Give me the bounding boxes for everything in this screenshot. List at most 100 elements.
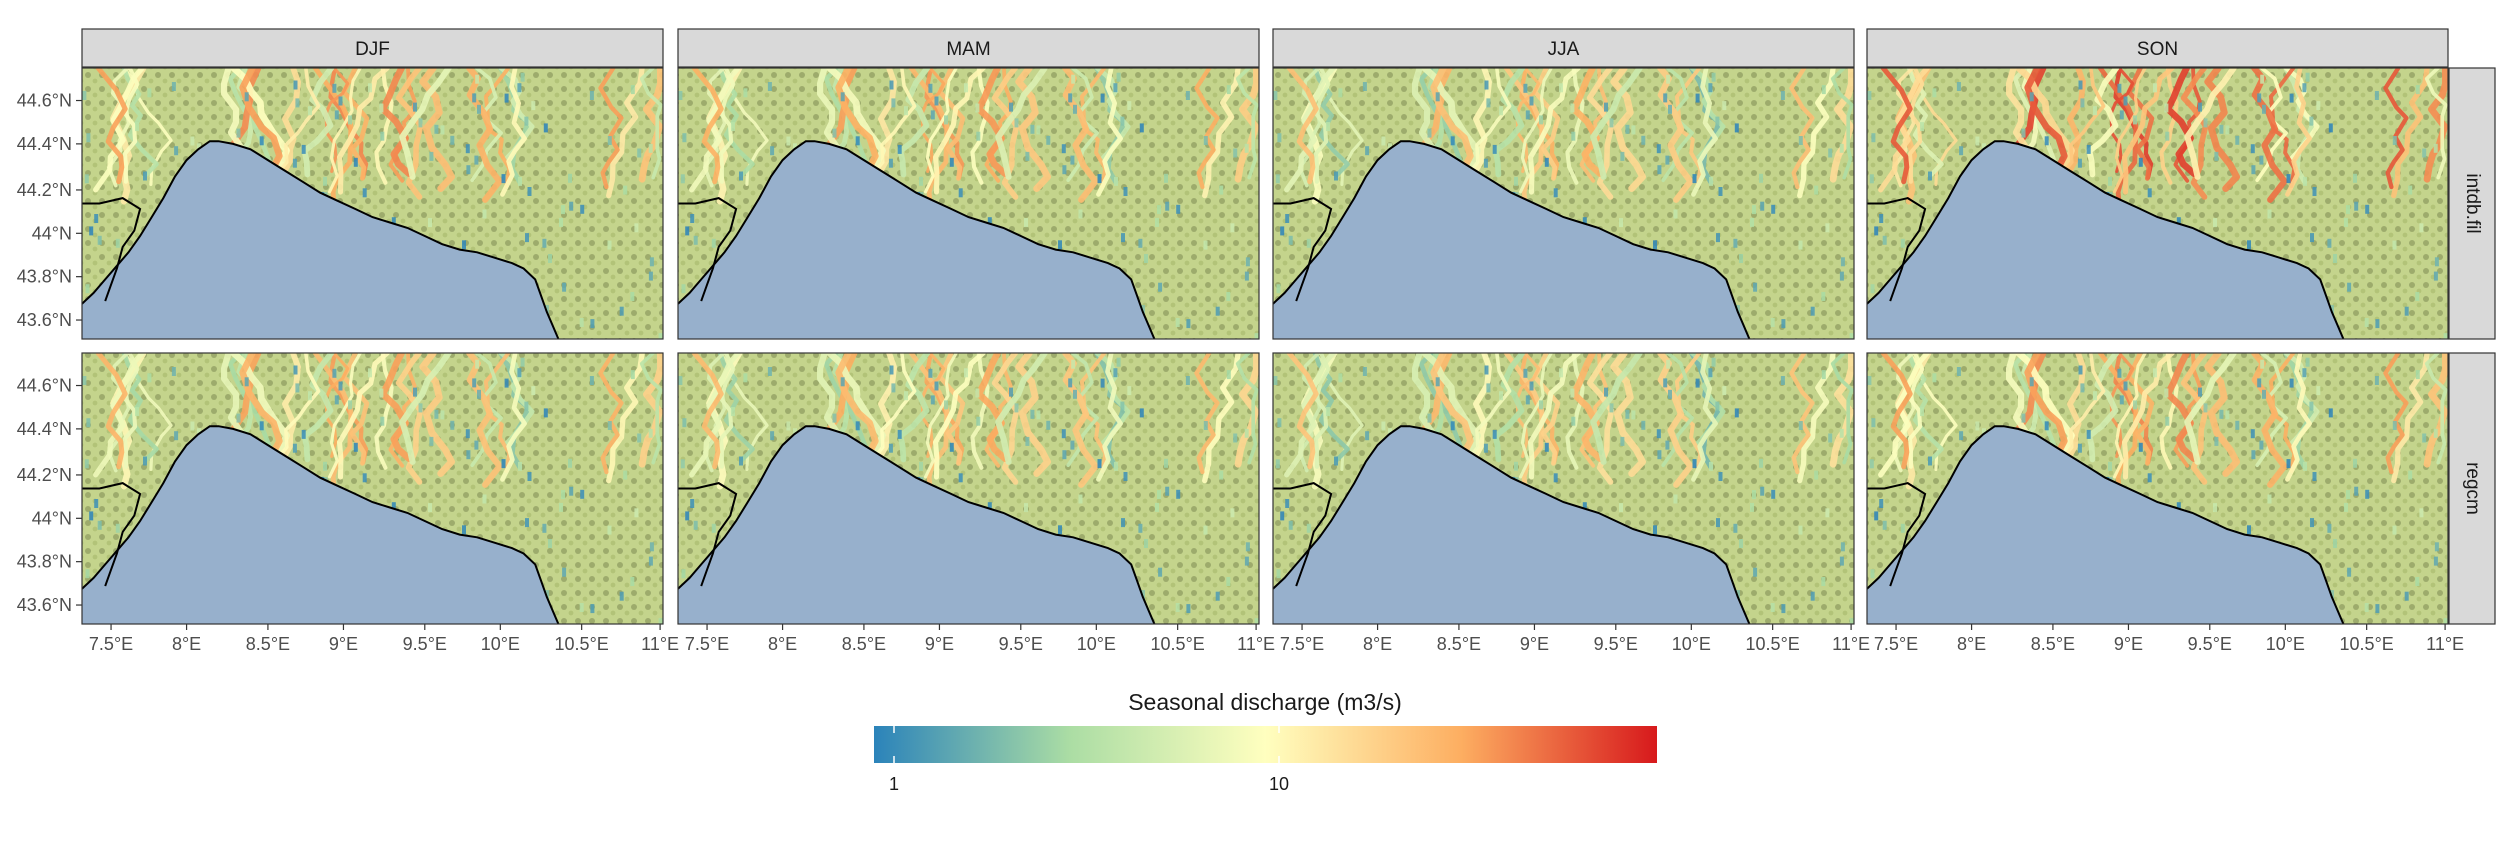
tributary-mark (1928, 456, 1932, 466)
tributary-mark (648, 556, 653, 566)
tributary-mark (2262, 104, 2266, 114)
country-border (678, 482, 738, 587)
tributary-mark (518, 461, 522, 471)
tributary-mark (2164, 388, 2169, 398)
tributary-mark (1553, 188, 1558, 198)
tributary-mark (1280, 226, 1285, 236)
river-segment (1830, 68, 1854, 180)
tributary-mark (1219, 470, 1224, 480)
river-segment (1907, 68, 1925, 184)
tributary-mark (2327, 523, 2332, 533)
tributary-mark (1061, 429, 1066, 439)
tributary-mark (1139, 408, 1144, 418)
river-segment (95, 68, 128, 185)
river-segment (984, 68, 1013, 183)
tributary-mark (1215, 591, 1220, 601)
tributary-mark (2214, 151, 2219, 161)
row-strip-label: regcm (2462, 462, 2483, 515)
tributary-mark (462, 240, 466, 250)
tributary-mark (1604, 387, 1608, 397)
tributary-mark (2310, 518, 2314, 528)
tributary-mark (975, 388, 980, 398)
tributary-mark (1692, 174, 1697, 184)
tributary-mark (2302, 83, 2307, 93)
tributary-mark (295, 383, 300, 393)
x-tick-label: 7.5°E (89, 634, 133, 654)
tributary-mark (2289, 93, 2294, 103)
panel-frame (677, 67, 1260, 340)
tributary-mark (1631, 125, 1636, 135)
x-tick-label: 10.5°E (1746, 634, 1800, 654)
tributary-mark (2119, 395, 2124, 405)
tributary-mark (1070, 440, 1075, 450)
tributary-mark (1164, 458, 1168, 468)
tributary-mark (607, 240, 612, 250)
tributary-mark (767, 367, 772, 376)
river-segment (2086, 68, 2120, 178)
tributary-mark (2433, 428, 2438, 438)
tributary-mark (904, 391, 908, 401)
tributary-mark (1559, 368, 1563, 378)
tributary-mark (1365, 431, 1370, 441)
tributary-mark (2422, 148, 2427, 158)
tributary-mark (1036, 410, 1041, 420)
tributary-mark (1771, 204, 1776, 214)
river-segment (327, 68, 362, 194)
tributary-mark (1874, 511, 1879, 521)
x-tick-label: 10.5°E (1151, 634, 1205, 654)
river-segment (301, 68, 335, 178)
y-tick-label: 44.4°N (17, 134, 72, 154)
tributary-mark (1061, 144, 1066, 154)
tributary-mark (82, 91, 87, 100)
tributary-mark (1114, 176, 1118, 186)
tributary-mark (2147, 188, 2152, 198)
tributary-mark (2078, 365, 2083, 375)
tributary-mark (690, 499, 695, 508)
river-segment (1234, 68, 1259, 183)
tributary-mark (362, 188, 367, 198)
river-segment (2285, 353, 2312, 482)
tributary-mark (630, 292, 635, 301)
tributary-mark (2251, 450, 2256, 460)
tributary-mark (934, 96, 939, 106)
tributary-mark (466, 450, 471, 460)
tributary-mark (1529, 381, 1534, 391)
river-segment (1579, 68, 1608, 183)
river-segment (689, 353, 741, 478)
tributary-mark (658, 618, 663, 624)
river-segment (638, 68, 663, 183)
tributary-mark (1078, 209, 1083, 219)
y-tick-label: 44.6°N (17, 91, 72, 111)
tributary-mark (2251, 165, 2256, 175)
tributary-mark (1175, 603, 1180, 612)
river-segment (466, 68, 503, 203)
tributary-mark (1071, 74, 1076, 84)
river-segment (1234, 353, 1259, 468)
tributary-mark (1306, 238, 1311, 248)
tributary-mark (2123, 381, 2128, 391)
tributary-mark (1665, 440, 1670, 450)
tributary-mark (236, 413, 241, 423)
tributary-mark (135, 122, 139, 132)
tributary-mark (637, 433, 642, 443)
tributary-mark (1486, 98, 1491, 108)
tributary-mark (1920, 407, 1924, 417)
tributary-mark (964, 83, 968, 93)
tributary-mark (2415, 577, 2420, 586)
tributary-mark (2344, 217, 2348, 227)
tributary-mark (1771, 489, 1776, 499)
river-segment (1527, 353, 1581, 480)
river-segment (1907, 353, 1925, 469)
river-segment (1313, 68, 1331, 184)
tributary-mark (2316, 101, 2321, 111)
tributary-mark (1825, 508, 1830, 518)
tributary-mark (743, 373, 748, 383)
tributary-mark (462, 525, 466, 535)
tributary-mark (1009, 387, 1013, 397)
coastline (678, 140, 1156, 339)
tributary-mark (2309, 401, 2314, 411)
tributary-mark (1175, 318, 1180, 327)
tributary-mark (97, 235, 102, 245)
tributary-mark (1100, 378, 1105, 388)
